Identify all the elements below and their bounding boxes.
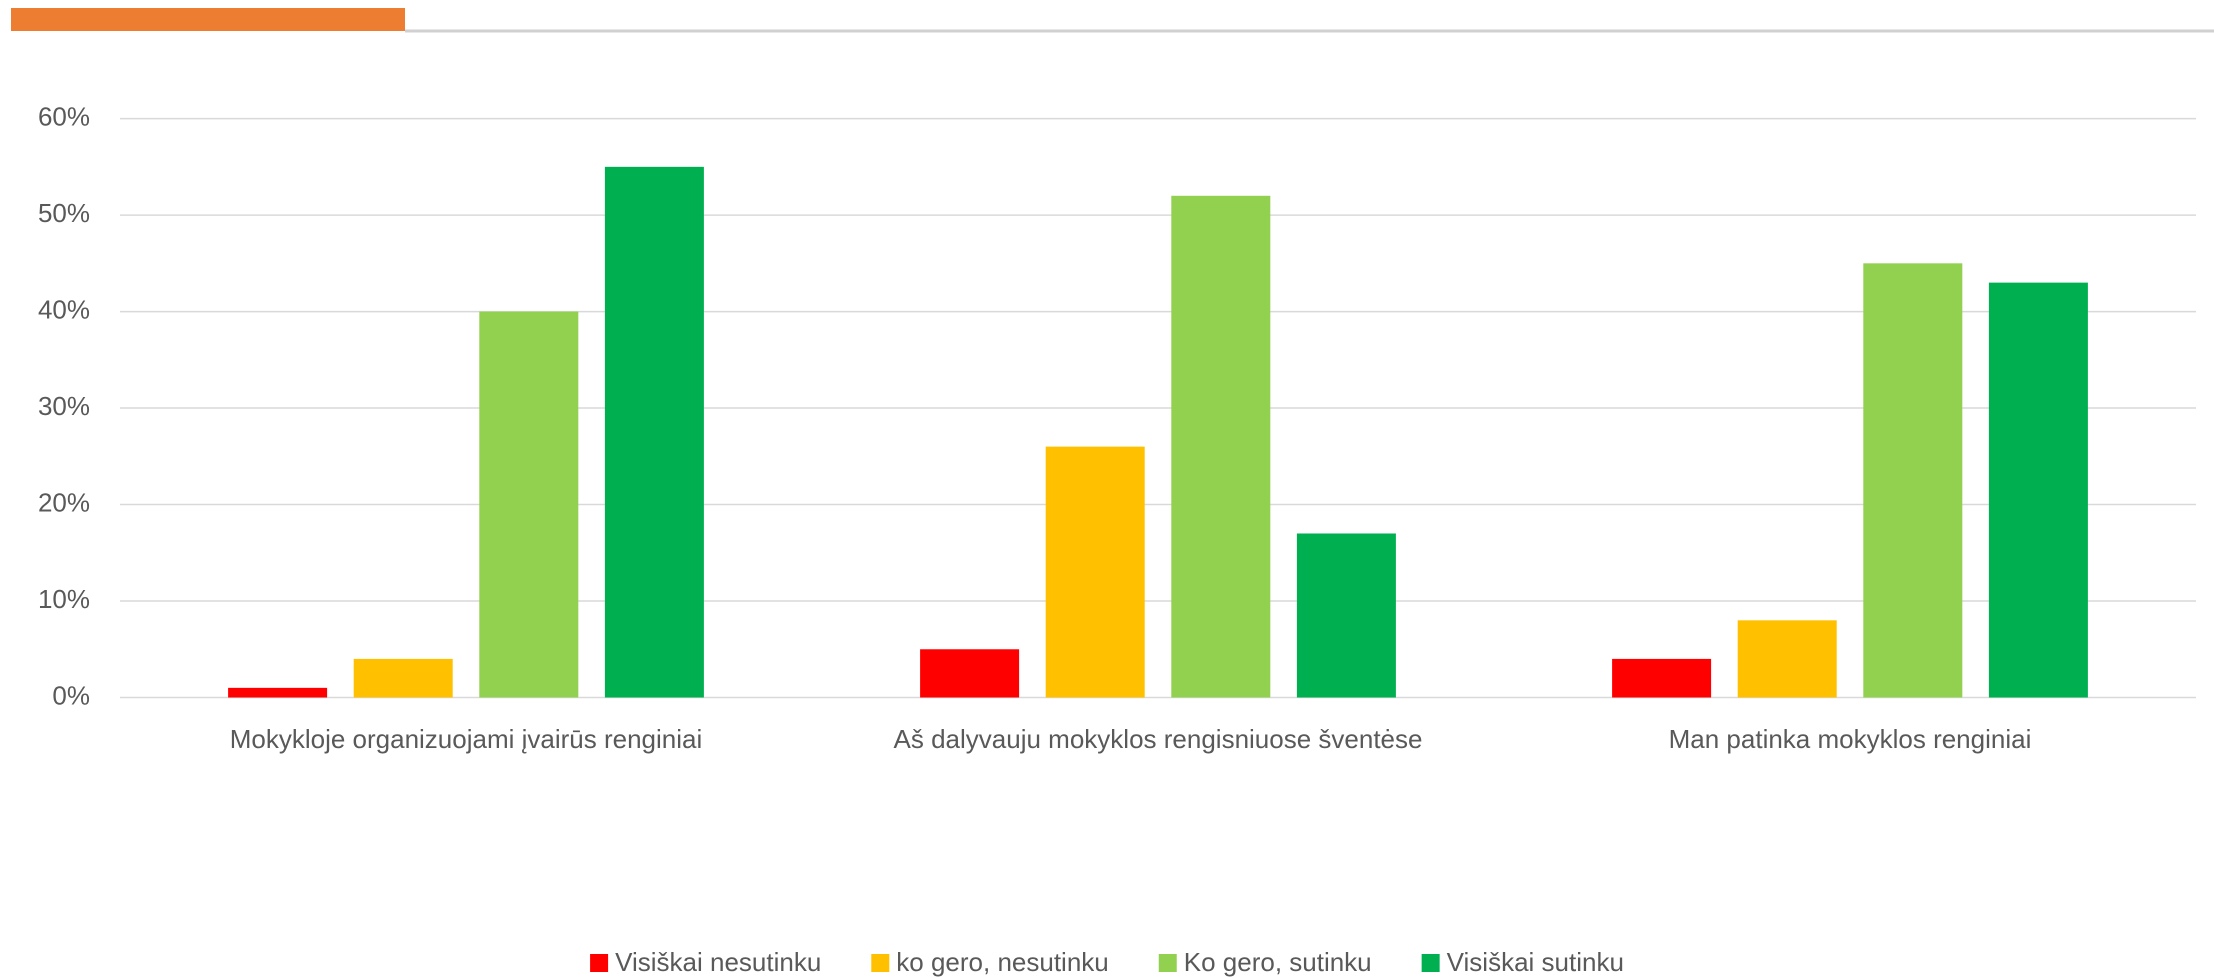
legend-label: Ko gero, sutinku <box>1184 947 1372 977</box>
x-tick-label: Man patinka mokyklos renginiai <box>1669 724 2032 754</box>
y-tick-label: 30% <box>38 391 90 421</box>
y-tick-label: 40% <box>38 294 90 324</box>
legend-swatch <box>871 954 890 972</box>
bar <box>228 687 328 698</box>
bar <box>1737 620 1837 698</box>
bar <box>1612 658 1712 698</box>
bar <box>1988 282 2088 698</box>
legend-label: Visiškai sutinku <box>1447 947 1624 977</box>
bar <box>1171 195 1271 698</box>
bar <box>479 311 579 698</box>
y-tick-label: 20% <box>38 487 90 517</box>
y-tick-label: 10% <box>38 584 90 614</box>
x-tick-label: Mokykloje organizuojami įvairūs renginia… <box>230 724 703 754</box>
y-tick-label: 60% <box>38 101 90 131</box>
bar <box>1045 446 1145 698</box>
y-tick-label: 50% <box>38 198 90 228</box>
bar <box>1296 533 1396 698</box>
legend-swatch <box>590 954 609 972</box>
x-tick-label: Aš dalyvauju mokyklos rengisniuose švent… <box>894 724 1423 754</box>
legend-swatch <box>1158 954 1177 972</box>
bar <box>604 166 704 698</box>
header-accent <box>11 8 405 31</box>
legend-label: Visiškai nesutinku <box>615 947 821 977</box>
bar <box>353 658 453 698</box>
legend-label: ko gero, nesutinku <box>896 947 1108 977</box>
bar <box>1863 263 1963 698</box>
y-tick-label: 0% <box>52 680 90 710</box>
legend-swatch <box>1421 954 1440 972</box>
bar <box>920 649 1020 698</box>
